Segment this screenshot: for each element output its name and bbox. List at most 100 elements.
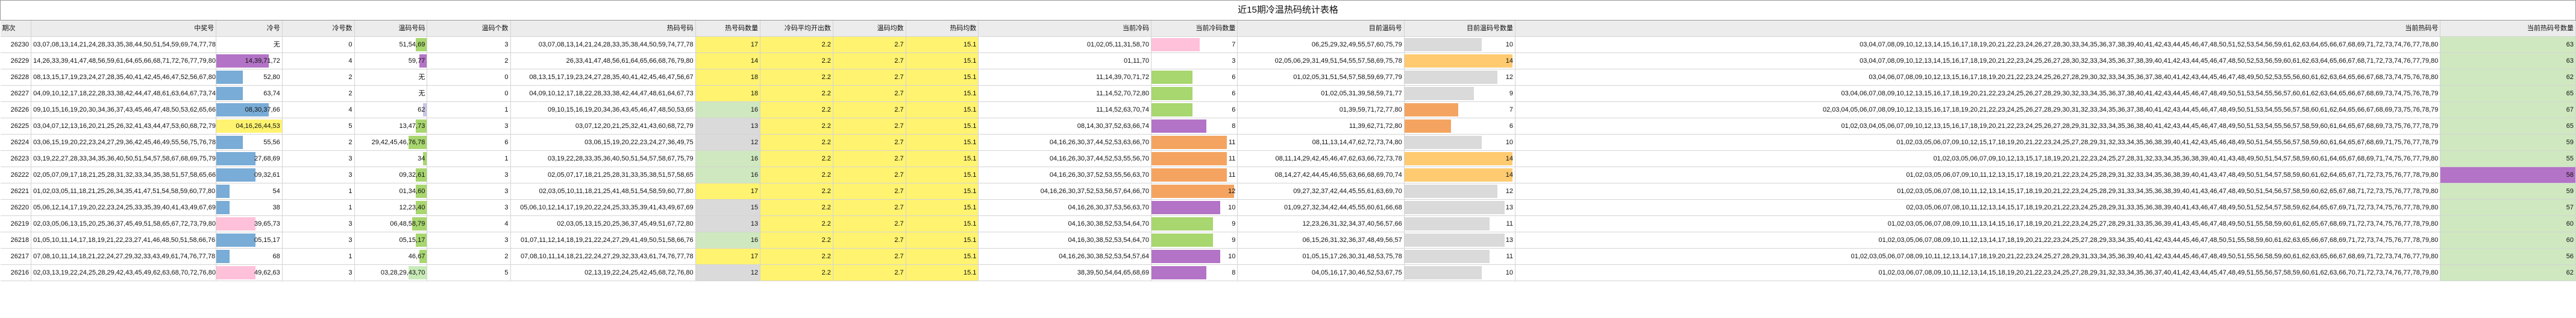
cell-current-warm: 06,15,26,31,32,36,37,48,49,56,57 [1237,232,1405,249]
cell-current-warm-count-text: 11 [1506,253,1513,260]
cell-current-cold: 11,14,39,70,71,72 [978,69,1152,86]
cell-hot-count: 17 [695,36,761,53]
cell-current-cold: 04,16,30,38,52,53,54,64,70 [978,232,1152,249]
cell-issue-text: 26222 [10,171,30,179]
cell-warm-count: 2 [427,248,511,265]
cell-issue: 26218 [0,232,32,249]
current-warm-bar [1404,87,1474,100]
warm-bar [409,136,427,149]
cell-win: 03,07,08,13,14,21,24,28,33,35,38,44,50,5… [31,36,217,53]
cell-cold: 04,16,26,44,53 [216,118,283,135]
cell-cold: 27,68,69 [216,150,283,167]
cell-cold-count-text: 3 [348,155,353,162]
cell-warm: 62 [354,101,428,118]
cell-hot-count: 16 [695,232,761,249]
cell-cold-count-text: 3 [348,171,353,179]
cell-hot-avg-text: 15.1 [964,41,977,48]
warm-bar [423,103,427,116]
cell-win-text: 03,06,15,19,20,22,23,24,27,29,36,42,45,4… [33,139,216,146]
cell-hot-avg-text: 15.1 [964,155,977,162]
cell-warm-avg: 2.7 [833,118,906,135]
cell-cold-count: 1 [282,183,355,200]
cell-current-hot-count: 60 [2440,215,2576,232]
cell-hot-text: 02,13,19,22,24,25,42,45,68,72,76,80 [584,269,694,276]
current-cold-bar [1152,234,1214,247]
cell-hot-count: 16 [695,101,761,118]
cell-issue-text: 26225 [10,122,30,130]
cell-warm-count: 1 [427,150,511,167]
cell-current-hot-text: 01,02,03,05,06,07,08,09,10,11,12,13,14,1… [1851,253,2439,260]
cell-cold-count-text: 3 [348,237,353,244]
cell-current-cold: 01,11,70 [978,52,1152,69]
cell-hot-count-text: 16 [750,171,759,179]
cell-cold-avg: 2.2 [760,52,833,69]
cell-warm-text: 62 [418,106,425,113]
cell-warm-count-text: 3 [504,188,509,195]
header-current-cold-count: 当前冷码数量 [1151,20,1238,37]
cell-warm-count: 3 [427,167,511,183]
cell-current-warm-text: 11,39,62,71,72,80 [1349,122,1402,130]
cell-hot-text: 26,33,41,47,48,56,61,64,65,66,68,76,79,8… [566,57,694,65]
cell-warm-avg-text: 2.7 [894,188,904,195]
cell-hot-avg: 15.1 [906,36,979,53]
cell-warm-avg: 2.7 [833,183,906,200]
cell-win: 02,05,07,09,17,18,21,25,28,31,32,33,34,3… [31,167,217,183]
cell-hot-count: 12 [695,134,761,151]
current-warm-bar [1404,103,1459,116]
cell-current-cold: 04,16,26,30,38,52,53,54,57,64 [978,248,1152,265]
cold-bar [216,201,230,214]
current-warm-bar [1404,168,1513,182]
cell-win-text: 02,03,13,19,22,24,25,28,29,42,43,45,49,6… [33,269,216,276]
cell-warm: 13,47,73 [354,118,428,135]
cell-cold-avg-text: 2.2 [821,74,831,81]
cell-hot-avg: 15.1 [906,85,979,102]
cell-cold-avg-text: 2.2 [821,155,831,162]
stats-table: 近15期冷温热码统计表格 期次 中奖号 冷号 冷号数 温码号码 温码个数 热码号码 热号码数量… [0,0,2576,281]
current-cold-bar [1152,217,1214,231]
cell-current-hot-count-text: 65 [2566,122,2574,130]
cell-current-cold-text: 11,14,52,63,70,74 [1096,106,1150,113]
cell-issue-text: 26217 [10,253,30,260]
cell-cold-count: 1 [282,199,355,216]
cell-issue-text: 26223 [10,155,30,162]
cell-current-warm-count-text: 10 [1505,41,1513,48]
cell-warm: 59,77 [354,52,428,69]
cell-warm-text: 46,67 [408,253,425,260]
current-cold-bar [1152,201,1220,214]
cell-warm: 05,15,17 [354,232,428,249]
cell-hot-count-text: 17 [750,41,759,48]
cell-warm-avg: 2.7 [833,36,906,53]
cell-cold-avg: 2.2 [760,36,833,53]
cell-cold: 49,62,63 [216,264,283,281]
cell-current-warm-count-text: 10 [1505,139,1513,146]
cell-hot-count-text: 14 [750,57,759,65]
cell-cold: 09,32,61 [216,167,283,183]
cold-bar [216,266,256,279]
cell-cold-text: 54 [272,188,280,195]
warm-bar [416,201,427,214]
cell-cold-text: 49,62,63 [254,269,280,276]
cell-current-hot: 01,02,03,05,06,07,09,10,12,13,15,17,18,1… [1515,150,2441,167]
cell-current-cold-count-text: 3 [1232,57,1236,65]
cell-cold-count-text: 1 [348,188,353,195]
cell-current-warm-text: 06,15,26,31,32,36,37,48,49,56,57 [1302,237,1402,244]
cell-current-warm-count: 6 [1404,118,1515,135]
cell-cold-avg: 2.2 [760,150,833,167]
cell-issue: 26225 [0,118,32,135]
cell-hot-count-text: 13 [750,220,759,227]
cell-issue: 26216 [0,264,32,281]
cell-current-hot-count: 60 [2440,232,2576,249]
cell-current-cold-text: 04,16,26,30,38,52,53,54,57,64 [1059,253,1150,260]
cell-hot-text: 03,19,22,28,33,35,36,40,50,51,54,57,58,6… [548,155,694,162]
cell-hot-avg-text: 15.1 [964,220,977,227]
cell-warm-text: 59,77 [408,57,425,65]
cell-current-warm-count-text: 14 [1505,155,1513,162]
cell-current-warm-count-text: 12 [1505,74,1513,81]
cell-hot: 02,03,05,13,15,20,25,36,37,45,49,51,67,7… [510,215,696,232]
cell-warm-count: 5 [427,264,511,281]
cell-hot-avg: 15.1 [906,232,979,249]
cell-warm-text: 无 [418,74,425,81]
cell-warm: 29,42,45,46,76,78 [354,134,428,151]
cell-current-hot-text: 01,02,03,04,05,06,07,09,10,12,13,15,16,1… [1841,122,2439,130]
cell-warm-avg-text: 2.7 [894,74,904,81]
